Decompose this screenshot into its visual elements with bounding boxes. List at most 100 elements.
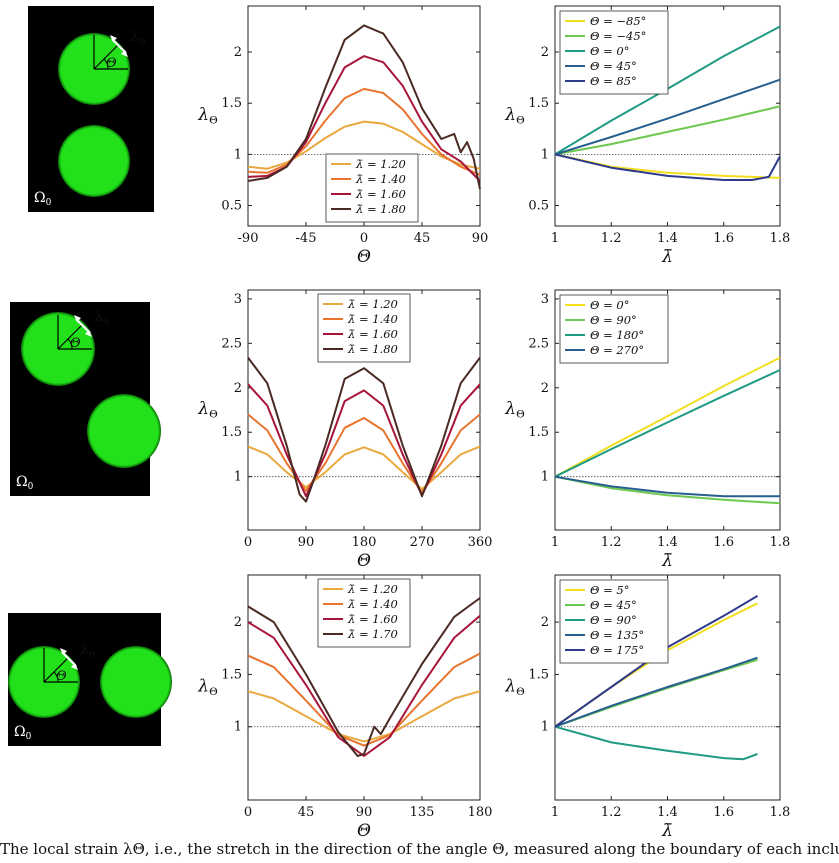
legend-entry: λ̄ = 1.70: [347, 627, 398, 641]
legend-entry: Θ = 0°: [590, 44, 629, 58]
figure-caption: The local strain λΘ, i.e., the stretch i…: [0, 840, 839, 858]
angle-direction-line: [43, 657, 69, 683]
series-line-5: [554, 153, 781, 181]
x-tick-label: 0: [244, 535, 252, 550]
legend: λ̄ = 1.20λ̄ = 1.40λ̄ = 1.60λ̄ = 1.70: [317, 578, 411, 648]
y-tick-label: 3: [234, 292, 242, 307]
y-tick-label: 1: [234, 720, 242, 735]
chart-row3-right: 1 1.2 1.4 1.6 1.8 1 1.5 2 λ̄ λΘ Θ = 5°Θ = 45°Θ = 9…: [504, 574, 791, 840]
y-tick-label: 1.5: [528, 96, 549, 111]
y-tick-label: 2: [541, 45, 549, 60]
x-tick-label: 1.2: [601, 231, 622, 246]
legend: λ̄ = 1.20λ̄ = 1.40λ̄ = 1.60λ̄ = 1.80: [325, 153, 419, 223]
angle-direction-line: [93, 44, 119, 70]
theta-label: Θ: [70, 336, 81, 351]
x-tick-label: 1.8: [770, 805, 791, 820]
y-tick-label: 1.5: [528, 425, 549, 440]
x-tick-label: 1.6: [713, 231, 734, 246]
x-tick-label: 90: [472, 231, 489, 246]
inset-image-1: ΘλΘ Ω0: [28, 6, 154, 212]
x-tick-label: 90: [298, 535, 315, 550]
x-axis-label: Θ: [357, 551, 371, 571]
legend-entry: Θ = 90°: [590, 613, 637, 627]
x-tick-label: 1.2: [601, 535, 622, 550]
stretch-arrow-head: [74, 315, 81, 322]
series-line-3: [247, 615, 481, 757]
legend-entry: Θ = 45°: [590, 598, 637, 612]
legend-box: [559, 294, 669, 364]
legend: Θ = −85°Θ = −45°Θ = 0°Θ = 45°Θ = 85°: [559, 10, 669, 95]
series-line-3: [554, 369, 781, 478]
angle-arc: [103, 58, 109, 70]
legend-box: [317, 293, 411, 363]
y-tick-label: 1: [234, 470, 242, 485]
legend-entry: Θ = 5°: [590, 583, 629, 597]
y-tick-label: 1.5: [221, 425, 242, 440]
x-tick-label: 1.6: [713, 535, 734, 550]
lambda-theta-label: λΘ: [80, 643, 96, 659]
y-tick-label: 1.5: [221, 96, 242, 111]
stretch-arrow-head: [85, 330, 92, 337]
series-line-2: [554, 475, 781, 505]
omega-label: Ω0: [34, 190, 52, 208]
legend-entry: Θ = 135°: [590, 628, 644, 642]
series-line-4: [554, 656, 758, 728]
x-tick-label: 360: [468, 535, 493, 550]
y-tick-label: 1: [541, 720, 549, 735]
y-tick-label: 1.5: [221, 667, 242, 682]
legend-entry: Θ = −45°: [590, 29, 646, 43]
legend-entry: Θ = −85°: [590, 14, 646, 28]
legend: Θ = 5°Θ = 45°Θ = 90°Θ = 135°Θ = 175°: [559, 579, 669, 664]
legend-entry: λ̄ = 1.20: [355, 157, 406, 171]
y-tick-label: 1: [541, 147, 549, 162]
y-tick-label: 2: [541, 381, 549, 396]
y-tick-label: 2.5: [528, 336, 549, 351]
y-tick-label: 1: [234, 147, 242, 162]
series-line-1: [247, 120, 481, 170]
x-tick-label: 0: [360, 231, 368, 246]
series-line-1: [554, 356, 781, 478]
legend: Θ = 0°Θ = 90°Θ = 180°Θ = 270°: [559, 294, 669, 364]
figure: ΘλΘ Ω0 ΘλΘ Ω0 ΘλΘ Ω0 -90 -45 0 45 90 0.5 1 1.5 2 ΘλΘ λ̄ …: [8, 5, 791, 840]
legend-entry: λ̄ = 1.60: [347, 327, 398, 341]
stretch-arrow: [75, 318, 91, 334]
x-tick-label: 45: [414, 231, 431, 246]
y-tick-label: 1: [541, 470, 549, 485]
x-tick-label: 1: [551, 535, 559, 550]
series-line-2: [247, 652, 481, 747]
inset-image-3: ΘλΘ Ω0: [8, 613, 172, 746]
inclusion-circle-2: [87, 394, 161, 468]
legend-entry: λ̄ = 1.80: [355, 202, 406, 216]
y-axis-label: λΘ: [197, 105, 218, 127]
series-line-2: [247, 413, 481, 494]
y-axis-label: λΘ: [197, 677, 218, 699]
omega-label: Ω0: [16, 474, 34, 492]
lambda-theta-label: λΘ: [130, 30, 146, 46]
series-line-4: [247, 597, 481, 757]
x-axis-label: λ̄: [661, 551, 673, 571]
x-tick-label: 180: [352, 535, 377, 550]
legend-box: [325, 153, 419, 223]
series-line-4: [554, 475, 780, 498]
legend-entry: λ̄ = 1.20: [347, 297, 398, 311]
stretch-arrow-head: [71, 663, 78, 670]
x-tick-label: 45: [298, 805, 315, 820]
x-axis-label: Θ: [357, 821, 371, 840]
x-tick-label: -45: [296, 231, 317, 246]
inclusion-circle-2: [58, 125, 130, 197]
stretch-arrow-head: [110, 35, 117, 42]
lambda-theta-label: λΘ: [94, 310, 110, 326]
stretch-arrow-head: [121, 50, 128, 57]
y-tick-label: 2: [234, 615, 242, 630]
legend-box: [317, 578, 411, 648]
x-tick-label: 135: [410, 805, 435, 820]
omega-label: Ω0: [14, 724, 32, 742]
x-tick-label: 1.2: [601, 805, 622, 820]
theta-label: Θ: [106, 56, 117, 71]
legend-entry: Θ = 45°: [590, 59, 637, 73]
y-tick-label: 2.5: [221, 336, 242, 351]
legend-entry: λ̄ = 1.60: [347, 612, 398, 626]
chart-row1-left: -90 -45 0 45 90 0.5 1 1.5 2 ΘλΘ λ̄ = 1.20λ̄ = 1.40…: [197, 5, 489, 267]
